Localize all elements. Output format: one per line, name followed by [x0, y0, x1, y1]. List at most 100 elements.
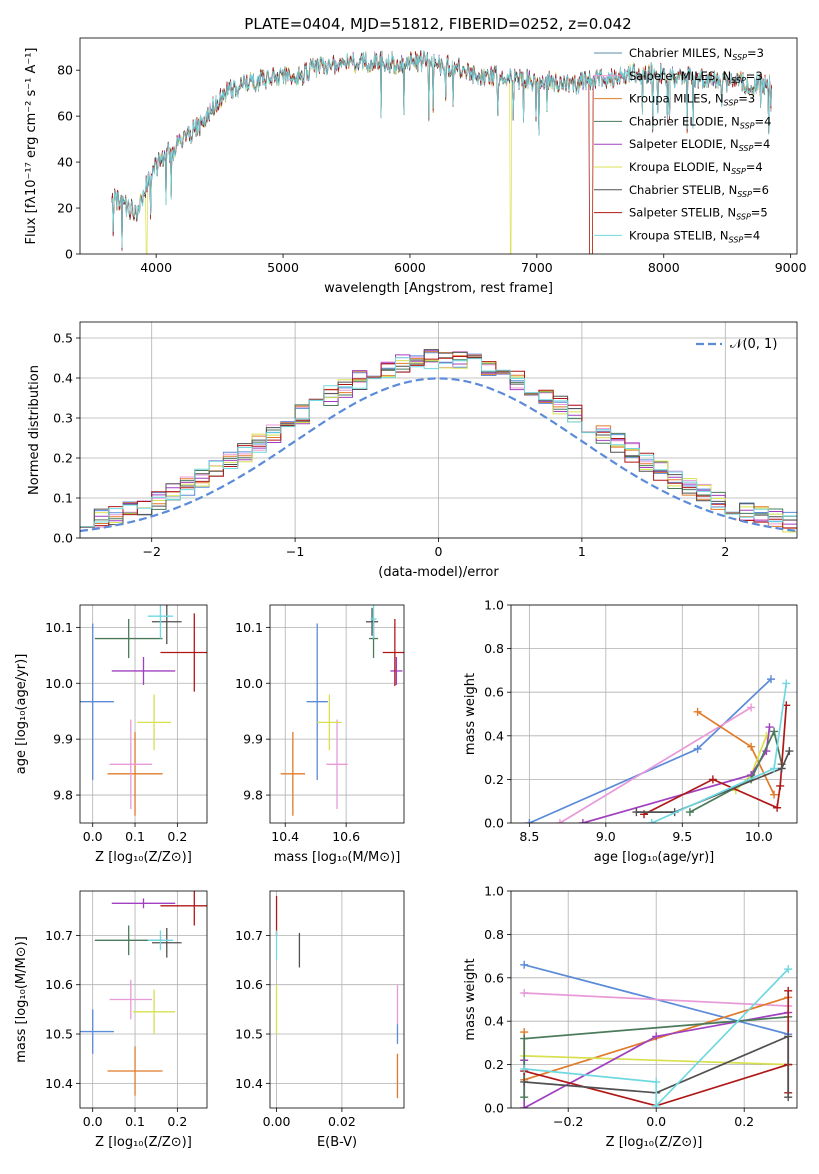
errorbar-point — [80, 1009, 114, 1054]
y-tick-label: 20 — [57, 201, 73, 216]
axes-frame — [269, 604, 405, 824]
panel-mass-vs-Z: 0.0 0.1 0.2 10.4 10.5 10.6 10.7 Z [log₁₀(Z/Z⊙)]… — [14, 890, 208, 1150]
series-line — [111, 50, 772, 249]
axes-frame — [79, 37, 798, 255]
x-axis-label: wavelength [Angstrom, rest frame] — [324, 281, 553, 296]
x-tick-label: 9000 — [775, 260, 807, 275]
data-point-marker — [747, 742, 756, 751]
errorbar-point — [107, 731, 163, 816]
y-tick-label: 10.0 — [235, 676, 263, 691]
y-tick-label: 0.3 — [53, 411, 73, 426]
errorbar-point — [109, 719, 152, 810]
figure-title: PLATE=0404, MJD=51812, FIBERID=0252, z=0… — [244, 15, 631, 33]
errorbar-point — [390, 656, 403, 685]
data-point-marker — [520, 1077, 529, 1086]
y-tick-label: 0.2 — [484, 1057, 504, 1072]
panel-spectrum: 4000 5000 6000 7000 8000 9000 0 20 40 60 80 wavelen… — [24, 37, 807, 296]
y-axis-label: Normed distribution — [27, 365, 42, 495]
plot-area — [280, 605, 404, 816]
series-line — [582, 726, 771, 823]
legend-label: Salpeter ELODIE, NSSP=4 — [629, 137, 770, 153]
plot-area — [80, 349, 797, 533]
legend-label: Salpeter STELIB, NSSP=5 — [629, 206, 768, 222]
histogram-step — [80, 356, 797, 529]
errorbar-point — [326, 719, 348, 810]
errorbar-point — [147, 930, 174, 951]
y-tick-label: 10.7 — [235, 928, 263, 943]
x-tick-label: 10.6 — [332, 829, 360, 844]
y-axis-label: mass weight — [463, 958, 478, 1040]
panel-age-vs-mass: 10.4 10.6 9.8 9.9 10.0 10.1 mass [log₁₀(M/M⊙)] — [235, 604, 405, 865]
y-tick-label: 10.5 — [45, 1027, 73, 1042]
y-tick-label: 10.4 — [45, 1076, 73, 1091]
x-tick-label: 5000 — [267, 260, 299, 275]
normal-curve — [80, 377, 797, 533]
series-line — [524, 992, 789, 1007]
data-point-marker — [784, 1032, 793, 1041]
x-tick-label: 0.00 — [263, 1114, 291, 1129]
x-tick-label: 1 — [578, 544, 586, 559]
series-line — [529, 678, 772, 823]
x-tick-label: 0.2 — [167, 829, 187, 844]
data-point-marker — [647, 819, 656, 823]
data-point-marker — [520, 960, 529, 969]
x-axis-label: mass [log₁₀(M/M⊙)] — [274, 850, 401, 865]
y-tick-label: 0.4 — [484, 1014, 504, 1029]
data-point-marker — [693, 707, 702, 716]
data-point-marker — [776, 781, 785, 790]
data-point-marker — [632, 808, 641, 817]
x-tick-label: 4000 — [140, 260, 172, 275]
data-point-marker — [652, 1032, 661, 1041]
axes-frame — [79, 890, 208, 1109]
y-tick-label: 0.4 — [53, 371, 73, 386]
data-point-marker — [693, 744, 702, 753]
y-tick-label: 0.0 — [484, 816, 504, 831]
legend-label: Kroupa ELODIE, NSSP=4 — [629, 160, 763, 176]
x-tick-label: 8000 — [648, 260, 680, 275]
plot-area — [111, 50, 772, 254]
legend-label: Chabrier MILES, NSSP=3 — [629, 46, 764, 62]
y-tick-label: 0.8 — [484, 641, 504, 656]
y-tick-label: 9.8 — [243, 788, 263, 803]
x-tick-label: 0.0 — [646, 1114, 666, 1129]
data-point-marker — [652, 1077, 661, 1086]
panel-residual-histogram: −2 −1 0 1 2 0.0 0.1 0.2 0.3 0.4 0.5 (data-model)/er… — [27, 321, 798, 580]
errorbar-point — [94, 618, 163, 659]
axes-frame — [79, 321, 798, 539]
errorbar-point — [151, 605, 182, 645]
errorbar-point — [111, 898, 176, 909]
data-point-marker — [520, 1034, 529, 1043]
series-line — [524, 1035, 790, 1098]
axes-frame — [269, 890, 405, 1109]
y-tick-label: 0.0 — [484, 1101, 504, 1116]
x-tick-label: 10.4 — [271, 829, 299, 844]
axes-frame — [510, 604, 798, 824]
data-point-marker — [520, 988, 529, 997]
x-tick-label: −2 — [142, 544, 160, 559]
x-tick-label: 0.1 — [125, 829, 145, 844]
data-point-marker — [770, 764, 779, 773]
data-point-marker — [784, 965, 793, 974]
data-point-marker — [555, 819, 564, 823]
x-tick-label: 6000 — [394, 260, 426, 275]
y-axis-label: mass weight — [463, 673, 478, 755]
data-point-marker — [708, 775, 717, 784]
axes-frame — [510, 890, 798, 1109]
histogram-step — [80, 357, 797, 528]
y-tick-label: 40 — [57, 155, 73, 170]
x-tick-label: 2 — [721, 544, 729, 559]
data-point-marker — [770, 727, 779, 736]
x-tick-label: 0 — [435, 544, 443, 559]
plot-area — [525, 675, 794, 823]
y-tick-label: 0.1 — [53, 491, 73, 506]
errorbar-point — [147, 605, 174, 639]
x-tick-label: 0.1 — [125, 1114, 145, 1129]
y-tick-label: 10.5 — [235, 1027, 263, 1042]
legend-label: Kroupa MILES, NSSP=3 — [629, 92, 755, 108]
x-axis-label: Z [log₁₀(Z/Z⊙)] — [606, 1135, 703, 1150]
series-line — [636, 750, 791, 813]
plot-layer: 4000 5000 6000 7000 8000 9000020406080wavelen… — [14, 37, 807, 1150]
x-tick-label: 9.0 — [596, 829, 616, 844]
data-point-marker — [520, 1104, 529, 1108]
y-tick-label: 0.2 — [53, 451, 73, 466]
